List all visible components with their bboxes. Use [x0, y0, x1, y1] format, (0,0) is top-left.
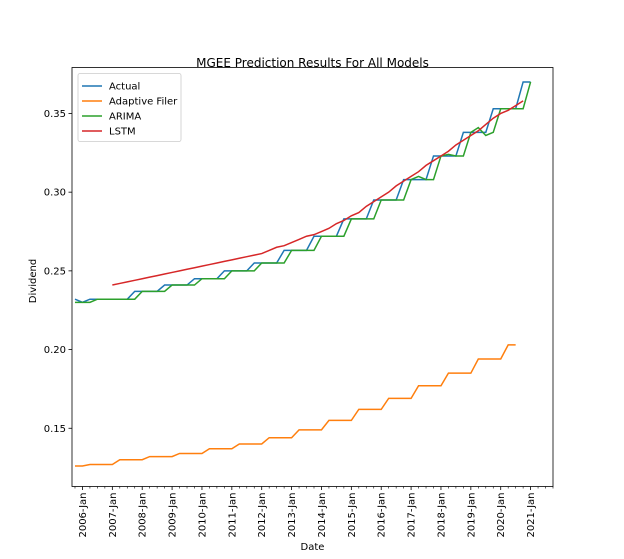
- y-axis: 0.15 0.20 0.25 0.30 0.35: [44, 109, 72, 435]
- legend-box: [77, 73, 182, 142]
- series-line-lstm: [112, 100, 524, 286]
- x-tick-label: 2014-Jan: [317, 493, 328, 538]
- x-axis: 2006-Jan 2007-Jan 2008-Jan 2009-Jan 2010-Jan…: [74, 486, 554, 538]
- x-tick-label: 2012-Jan: [257, 493, 268, 538]
- legend-label: Actual: [109, 82, 140, 93]
- series-layer: [74, 81, 532, 467]
- x-tick-label: 2015-Jan: [347, 493, 358, 538]
- y-tick-label: 0.15: [44, 424, 66, 435]
- x-tick-label: 2018-Jan: [436, 493, 447, 538]
- x-tick-label: 2006-Jan: [78, 493, 89, 538]
- y-tick-label: 0.35: [44, 109, 66, 120]
- legend-label: Adaptive Filer: [109, 97, 178, 108]
- x-tick-label: 2020-Jan: [496, 493, 507, 538]
- x-axis-label: Date: [301, 542, 325, 553]
- y-tick-label: 0.25: [44, 266, 66, 277]
- legend-label: LSTM: [109, 127, 136, 138]
- x-tick-label: 2011-Jan: [227, 493, 238, 538]
- y-tick-label: 0.20: [44, 345, 66, 356]
- series-line-arima: [74, 81, 532, 304]
- chart-title: MGEE Prediction Results For All Models: [196, 56, 429, 70]
- axes-frame: [71, 67, 554, 487]
- x-tick-label: 2017-Jan: [407, 493, 418, 538]
- x-tick-label: 2013-Jan: [287, 493, 298, 538]
- x-tick-label: 2019-Jan: [466, 493, 477, 538]
- x-tick-label: 2007-Jan: [108, 493, 119, 538]
- legend-label: ARIMA: [109, 112, 141, 123]
- x-tick-label: 2021-Jan: [526, 493, 537, 538]
- x-tick-label: 2016-Jan: [377, 493, 388, 538]
- series-line-adaptive-filer: [74, 344, 516, 467]
- y-axis-label: Dividend: [28, 259, 39, 303]
- y-tick-label: 0.30: [44, 188, 66, 199]
- x-tick-label: 2008-Jan: [138, 493, 149, 538]
- x-tick-label: 2010-Jan: [197, 493, 208, 538]
- x-tick-label: 2009-Jan: [168, 493, 179, 538]
- legend: Actual Adaptive Filer ARIMA LSTM: [77, 73, 182, 142]
